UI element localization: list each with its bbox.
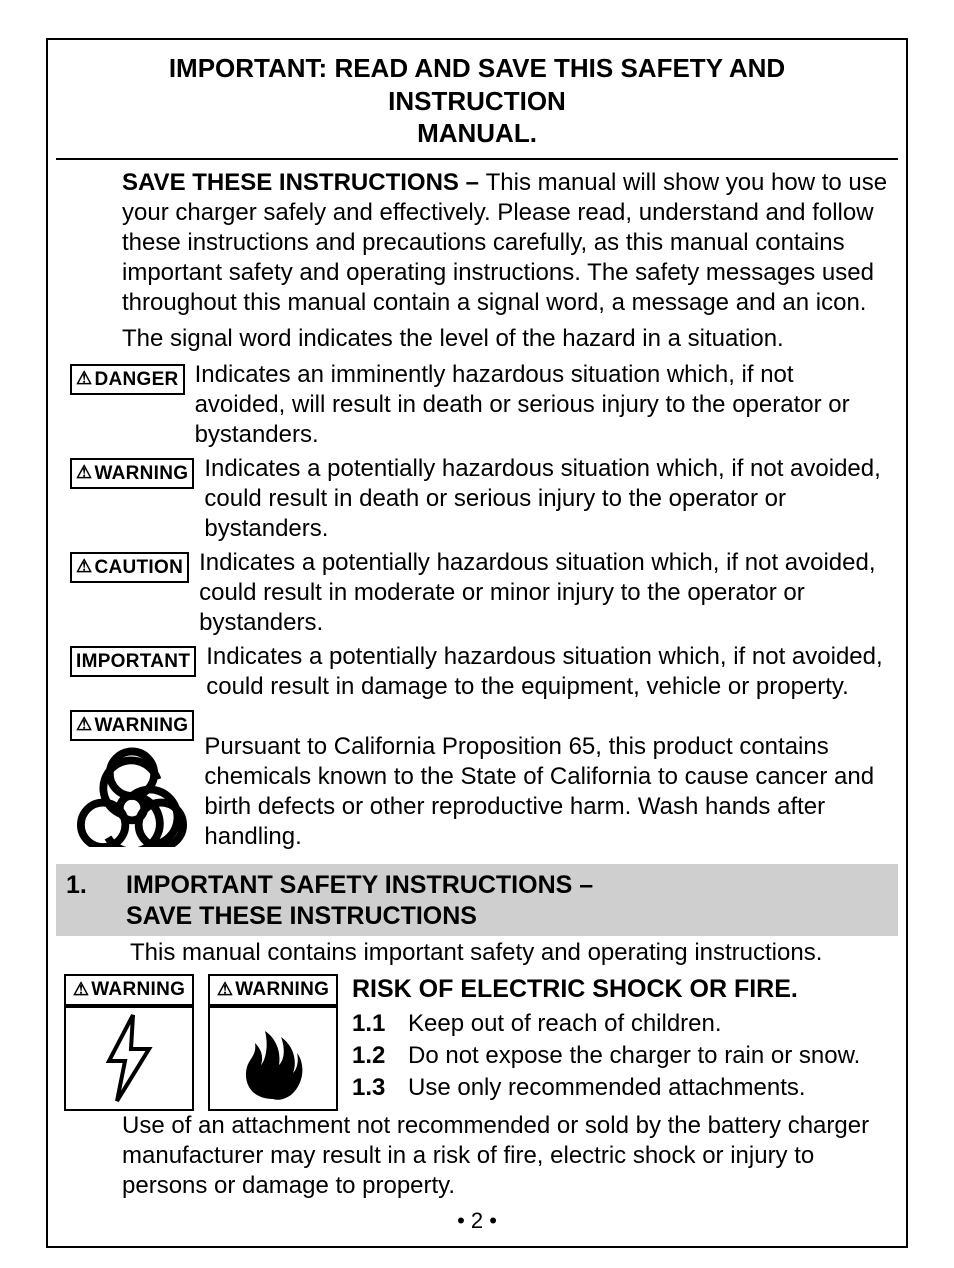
signal-row-caution: ⚠CAUTION Indicates a potentially hazardo… xyxy=(60,548,894,642)
item-1.3-num: 1.3 xyxy=(352,1073,408,1103)
alert-triangle-icon: ⚠ xyxy=(217,978,233,1001)
body: SAVE THESE INSTRUCTIONS – This manual wi… xyxy=(56,168,898,1235)
intro-paragraph: SAVE THESE INSTRUCTIONS – This manual wi… xyxy=(60,168,894,318)
warning-shock-card: ⚠WARNING xyxy=(64,974,194,1111)
important-label-box: IMPORTANT xyxy=(70,646,196,678)
page-title-line2: MANUAL. xyxy=(417,118,537,148)
item-1.1-text: Keep out of reach of children. xyxy=(408,1010,722,1037)
item-1.2: 1.2Do not expose the charger to rain or … xyxy=(352,1041,890,1071)
content-frame: IMPORTANT: READ AND SAVE THIS SAFETY AND… xyxy=(46,38,908,1248)
warning-label-box: ⚠WARNING xyxy=(70,458,194,490)
section-1-subtitle: This manual contains important safety an… xyxy=(60,938,894,968)
section-1-title: IMPORTANT SAFETY INSTRUCTIONS – SAVE THE… xyxy=(126,870,593,933)
shock-icon xyxy=(99,1013,159,1103)
section-1-title-line2: SAVE THESE INSTRUCTIONS xyxy=(126,901,593,932)
intro-lead: SAVE THESE INSTRUCTIONS – xyxy=(122,169,486,196)
shock-icon-frame xyxy=(64,1006,194,1111)
shock-warning-label: WARNING xyxy=(91,978,185,1002)
prop65-row: ⚠WARNING Pursuant t xyxy=(60,706,894,860)
fire-icon xyxy=(235,1013,311,1103)
shock-warning-box: ⚠WARNING xyxy=(64,974,194,1006)
item-1.2-num: 1.2 xyxy=(352,1041,408,1071)
item-1.3-continuation: Use of an attachment not recommended or … xyxy=(60,1111,894,1201)
risk-text-block: RISK OF ELECTRIC SHOCK OR FIRE. 1.1Keep … xyxy=(352,974,890,1105)
item-1.3: 1.3Use only recommended attachments. xyxy=(352,1073,890,1103)
danger-label: DANGER xyxy=(94,368,178,392)
prop65-left: ⚠WARNING xyxy=(70,706,194,848)
signal-row-important: IMPORTANT Indicates a potentially hazard… xyxy=(60,642,894,706)
caution-label-box: ⚠CAUTION xyxy=(70,552,189,584)
page-number: • 2 • xyxy=(60,1207,894,1235)
alert-triangle-icon: ⚠ xyxy=(76,461,92,484)
fire-warning-box: ⚠WARNING xyxy=(208,974,338,1006)
page-title-line1: IMPORTANT: READ AND SAVE THIS SAFETY AND… xyxy=(169,53,785,116)
page: IMPORTANT: READ AND SAVE THIS SAFETY AND… xyxy=(0,0,954,1268)
alert-triangle-icon: ⚠ xyxy=(76,713,92,736)
biohazard-icon xyxy=(73,747,191,847)
danger-text: Indicates an imminently hazardous situat… xyxy=(195,360,890,450)
signal-row-danger: ⚠DANGER Indicates an imminently hazardou… xyxy=(60,360,894,454)
risk-block: ⚠WARNING ⚠WARNING xyxy=(60,974,894,1111)
intro-para2: The signal word indicates the level of t… xyxy=(60,324,894,354)
prop65-text: Pursuant to California Proposition 65, t… xyxy=(204,706,890,852)
item-1.1-num: 1.1 xyxy=(352,1009,408,1039)
section-1-number: 1. xyxy=(66,870,110,901)
prop65-warning-label: WARNING xyxy=(94,714,188,738)
caution-text: Indicates a potentially hazardous situat… xyxy=(199,548,890,638)
warning-fire-card: ⚠WARNING xyxy=(208,974,338,1111)
item-1.1: 1.1Keep out of reach of children. xyxy=(352,1009,890,1039)
alert-triangle-icon: ⚠ xyxy=(76,555,92,578)
section-1-title-line1: IMPORTANT SAFETY INSTRUCTIONS – xyxy=(126,870,593,901)
signal-row-warning: ⚠WARNING Indicates a potentially hazardo… xyxy=(60,454,894,548)
warning-label: WARNING xyxy=(94,462,188,486)
item-1.2-text: Do not expose the charger to rain or sno… xyxy=(408,1042,860,1069)
danger-label-box: ⚠DANGER xyxy=(70,364,185,396)
risk-title: RISK OF ELECTRIC SHOCK OR FIRE. xyxy=(352,974,890,1005)
fire-icon-frame xyxy=(208,1006,338,1111)
title-rule xyxy=(56,158,898,160)
section-1-header: 1. IMPORTANT SAFETY INSTRUCTIONS – SAVE … xyxy=(56,864,898,937)
important-text: Indicates a potentially hazardous situat… xyxy=(206,642,890,702)
caution-label: CAUTION xyxy=(94,556,183,580)
fire-warning-label: WARNING xyxy=(235,978,329,1002)
alert-triangle-icon: ⚠ xyxy=(76,367,92,390)
warning-text: Indicates a potentially hazardous situat… xyxy=(204,454,890,544)
alert-triangle-icon: ⚠ xyxy=(73,978,89,1001)
item-1.3-text: Use only recommended attachments. xyxy=(408,1074,806,1101)
prop65-warning-box: ⚠WARNING xyxy=(70,710,194,742)
page-title: IMPORTANT: READ AND SAVE THIS SAFETY AND… xyxy=(56,52,898,158)
important-label: IMPORTANT xyxy=(76,650,190,674)
